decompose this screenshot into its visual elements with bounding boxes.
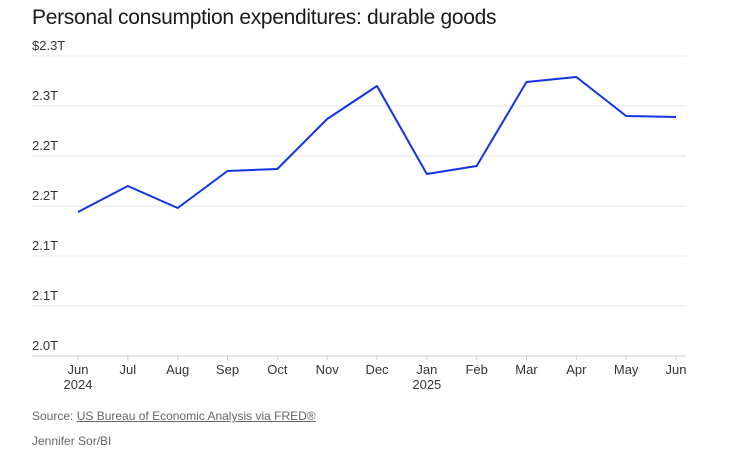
- y-tick-label: 2.3T: [32, 88, 58, 103]
- x-tick-label: Dec: [365, 362, 389, 377]
- source-note: Source: US Bureau of Economic Analysis v…: [32, 409, 316, 423]
- x-tick-label: Jun: [666, 362, 687, 377]
- x-tick-label: Jan: [416, 362, 437, 377]
- source-prefix: Source:: [32, 409, 77, 423]
- x-tick-label: Oct: [267, 362, 288, 377]
- x-tick-label: Feb: [465, 362, 487, 377]
- y-tick-label: 2.0T: [32, 338, 58, 353]
- credit-line: Jennifer Sor/BI: [32, 434, 112, 448]
- x-tick-label: Mar: [515, 362, 538, 377]
- y-tick-label: 2.1T: [32, 238, 58, 253]
- x-tick-year-label: 2024: [64, 377, 93, 392]
- x-tick-label: Nov: [316, 362, 340, 377]
- x-tick-label: Jul: [120, 362, 137, 377]
- series-line: [77, 76, 677, 213]
- x-tick-label: Aug: [166, 362, 189, 377]
- y-tick-label: 2.2T: [32, 138, 58, 153]
- y-tick-label: 2.1T: [32, 288, 58, 303]
- x-tick-label: Apr: [566, 362, 587, 377]
- y-tick-label: $2.3T: [32, 38, 65, 53]
- source-link[interactable]: US Bureau of Economic Analysis via FRED®: [76, 409, 316, 423]
- x-tick-year-label: 2025: [412, 377, 441, 392]
- x-tick-label: Sep: [216, 362, 239, 377]
- x-tick-label: Jun: [68, 362, 89, 377]
- chart-title: Personal consumption expenditures: durab…: [32, 6, 497, 29]
- y-tick-label: 2.2T: [32, 188, 58, 203]
- x-tick-label: May: [614, 362, 639, 377]
